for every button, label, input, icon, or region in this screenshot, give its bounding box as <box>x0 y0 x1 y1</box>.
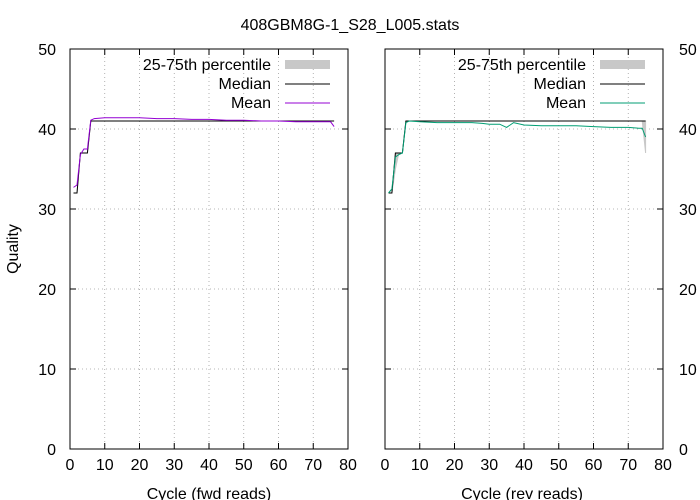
rev-legend: 25-75th percentile Median Mean <box>458 57 645 112</box>
x-tick-label: 20 <box>131 457 149 474</box>
x-tick-label: 0 <box>66 457 75 474</box>
legend-label-mean: Mean <box>546 95 586 112</box>
rev-lines <box>388 120 647 194</box>
y-axis-label: Quality <box>5 224 22 274</box>
median-line <box>388 120 646 194</box>
median-line <box>73 120 335 194</box>
fwd-reads-panel: 0 10 20 30 40 50 60 70 80 0 10 20 30 40 50 25-75th per… <box>5 42 357 500</box>
rev-reads-panel: 0 10 20 30 40 50 60 70 80 0 10 20 30 40 50 25-75th per… <box>381 42 697 500</box>
x-tick-label: 70 <box>304 457 322 474</box>
x-tick-label: 40 <box>200 457 218 474</box>
x-tick-label: 0 <box>381 457 390 474</box>
x-tick-label: 10 <box>96 457 114 474</box>
x-tick-label: 40 <box>515 457 533 474</box>
x-tick-label: 70 <box>619 457 637 474</box>
fwd-percentile-band <box>73 120 335 194</box>
rev-ticks: 0 10 20 30 40 50 60 70 80 0 10 20 30 40 50 <box>381 42 697 474</box>
y-tick-label: 0 <box>47 442 56 459</box>
percentile-band-area <box>388 120 647 194</box>
legend-swatch-band <box>285 60 330 69</box>
percentile-band-area <box>73 120 335 194</box>
rev-percentile-band <box>388 120 647 194</box>
legend-label-mean: Mean <box>231 95 271 112</box>
rev-plot-frame <box>384 48 664 450</box>
rev-grid <box>385 49 663 449</box>
x-tick-label: 60 <box>585 457 603 474</box>
x-tick-label: 50 <box>235 457 253 474</box>
y-tick-label: 30 <box>679 202 697 219</box>
y-tick-label: 30 <box>38 202 56 219</box>
legend-label-median: Median <box>534 76 586 93</box>
x-tick-label: 30 <box>480 457 498 474</box>
x-tick-label: 50 <box>550 457 568 474</box>
rev-x-axis-label: Cycle (rev reads) <box>461 486 583 500</box>
y-tick-label: 50 <box>679 42 697 59</box>
legend-label-median: Median <box>219 76 271 93</box>
legend-label-band: 25-75th percentile <box>458 57 586 74</box>
y-tick-label: 0 <box>679 442 688 459</box>
mean-line <box>73 117 335 188</box>
y-tick-label: 40 <box>679 122 697 139</box>
chart-title: 408GBM8G-1_S28_L005.stats <box>241 17 460 34</box>
x-tick-label: 80 <box>654 457 672 474</box>
x-tick-label: 20 <box>446 457 464 474</box>
y-tick-label: 40 <box>38 122 56 139</box>
fwd-grid <box>70 49 348 449</box>
fwd-x-axis-label: Cycle (fwd reads) <box>147 486 271 500</box>
legend-label-band: 25-75th percentile <box>143 57 271 74</box>
legend-swatch-band <box>600 60 645 69</box>
x-tick-label: 10 <box>411 457 429 474</box>
y-tick-label: 20 <box>679 282 697 299</box>
fwd-lines <box>73 117 335 194</box>
y-tick-label: 20 <box>38 282 56 299</box>
x-tick-label: 80 <box>339 457 357 474</box>
fwd-plot-frame <box>69 48 349 450</box>
y-tick-label: 50 <box>38 42 56 59</box>
mean-line <box>388 120 647 194</box>
x-tick-label: 30 <box>165 457 183 474</box>
y-tick-label: 10 <box>38 362 56 379</box>
y-tick-label: 10 <box>679 362 697 379</box>
fwd-ticks: 0 10 20 30 40 50 60 70 80 0 10 20 30 40 50 <box>38 42 357 474</box>
x-tick-label: 60 <box>270 457 288 474</box>
fwd-legend: 25-75th percentile Median Mean <box>143 57 330 112</box>
